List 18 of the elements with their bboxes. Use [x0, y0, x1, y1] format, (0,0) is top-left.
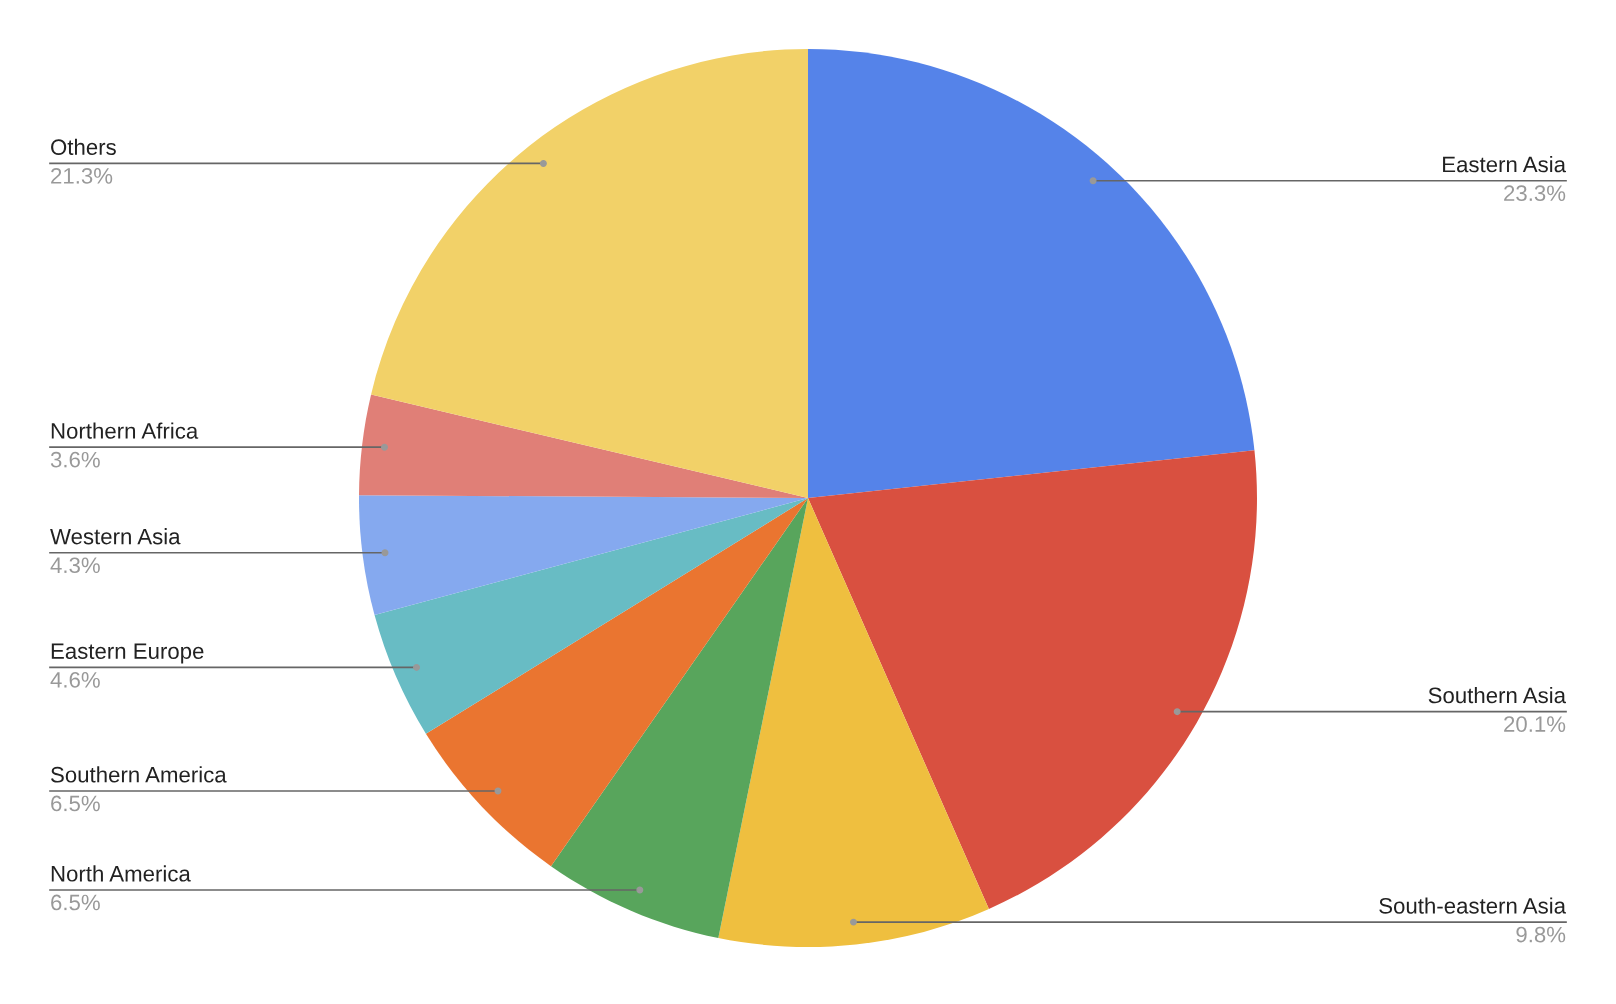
slice-label: North America	[51, 865, 191, 882]
slice-label: Others	[51, 138, 116, 156]
data-label: 20.1%	[1504, 716, 1566, 732]
slice-label: Southern America	[51, 766, 227, 783]
slice-label: Western Asia	[50, 528, 181, 545]
data-label: 23.3%	[1504, 185, 1566, 202]
slice-label: Southern Asia	[1428, 686, 1567, 704]
data-label: 9.8%	[1516, 926, 1566, 943]
data-label: 3.6%	[50, 451, 100, 468]
slice-label: Eastern Europe	[51, 643, 204, 664]
data-label: 4.6%	[50, 671, 100, 688]
slice-label: South-eastern Asia	[1379, 897, 1567, 914]
slice-label: Northern Africa	[51, 422, 199, 439]
slice-label: Eastern Asia	[1443, 156, 1566, 173]
data-label: 6.5%	[51, 894, 100, 911]
data-label: 6.5%	[51, 795, 100, 812]
data-label: 21.3%	[51, 168, 113, 184]
data-label: 4.3%	[50, 557, 100, 574]
